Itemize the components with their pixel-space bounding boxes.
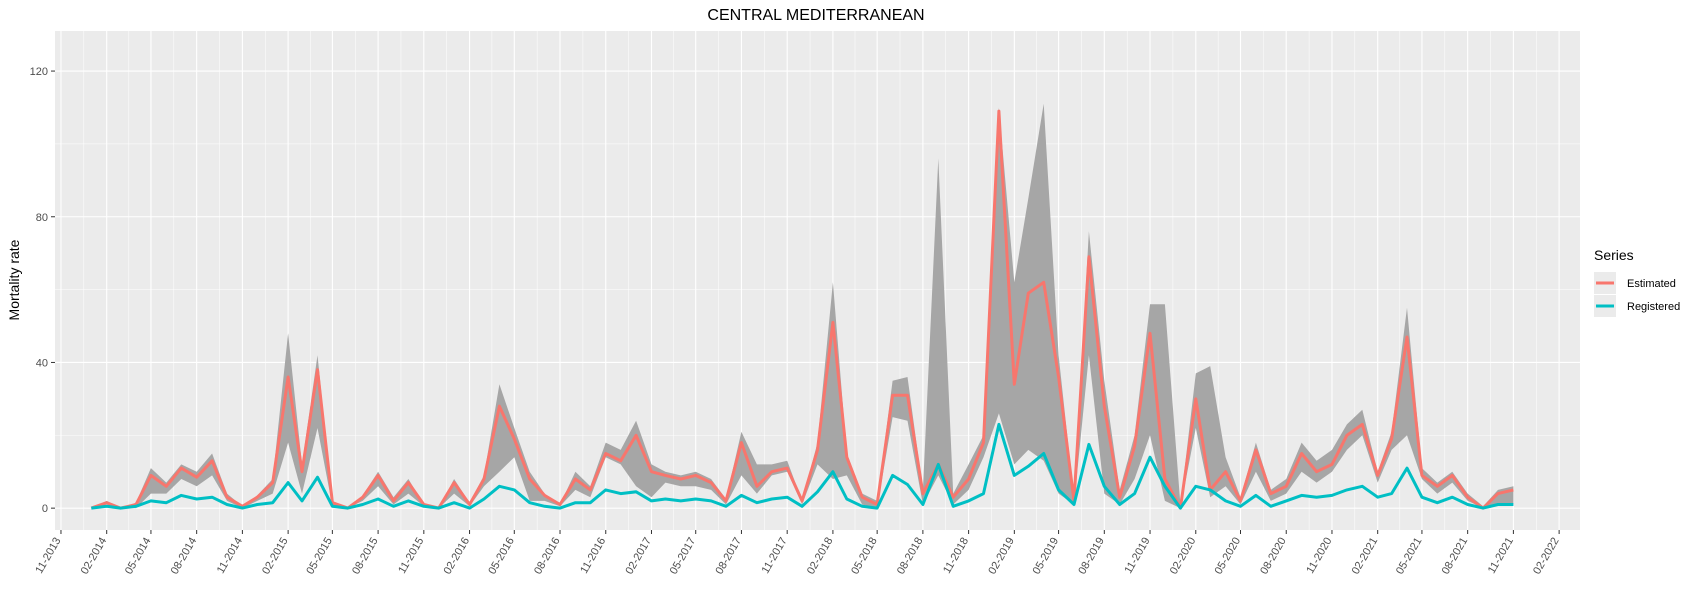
x-tick-label: 08-2019 (1076, 536, 1107, 577)
x-tick-label: 05-2016 (486, 536, 517, 577)
y-tick-label: 120 (30, 66, 48, 78)
x-tick-label: 11-2015 (396, 536, 426, 576)
x-tick-label: 02-2021 (1350, 536, 1381, 577)
x-tick-label: 11-2020 (1304, 536, 1334, 576)
x-tick-label: 02-2018 (805, 536, 836, 577)
x-tick-label: 08-2016 (532, 536, 563, 577)
x-tick-label: 11-2013 (33, 536, 63, 576)
y-tick-label: 40 (36, 357, 48, 369)
x-tick-label: 02-2022 (1531, 536, 1562, 577)
x-tick-label: 08-2018 (895, 536, 926, 577)
x-tick-label: 02-2014 (79, 536, 110, 577)
chart-title: CENTRAL MEDITERRANEAN (707, 7, 924, 24)
x-tick-label: 08-2015 (350, 536, 381, 577)
y-tick-label: 0 (42, 503, 48, 515)
x-tick-label: 11-2019 (1122, 536, 1152, 576)
x-tick-label: 05-2015 (304, 536, 335, 577)
x-axis: 11-2013 02-2014 05-2014 08-2014 11-2014 02-20… (33, 530, 1562, 577)
minor-gridlines (55, 31, 1580, 530)
x-tick-label: 11-2018 (941, 536, 971, 576)
x-tick-label: 05-2014 (123, 536, 154, 577)
series-line-estimated (90, 109, 1514, 510)
legend-title: Series (1594, 247, 1634, 263)
x-tick-label: 11-2021 (1486, 536, 1516, 576)
x-tick-label: 02-2017 (623, 536, 654, 577)
x-tick-label: 11-2017 (760, 536, 790, 576)
x-tick-label: 11-2016 (578, 536, 608, 576)
legend: Series Estimated Registered (1594, 247, 1680, 317)
x-tick-label: 05-2019 (1031, 536, 1062, 577)
x-tick-label: 05-2020 (1213, 536, 1244, 577)
x-tick-label: 08-2020 (1258, 536, 1289, 577)
x-tick-label: 05-2017 (668, 536, 699, 577)
x-tick-label: 02-2016 (442, 536, 473, 577)
y-tick-label: 80 (36, 212, 48, 224)
x-tick-label: 08-2017 (713, 536, 744, 577)
x-tick-label: 02-2019 (986, 536, 1017, 577)
legend-label-registered: Registered (1627, 301, 1680, 313)
series-line-registered (91, 422, 1514, 510)
x-tick-label: 02-2020 (1168, 536, 1199, 577)
x-tick-label: 11-2014 (215, 536, 245, 576)
legend-label-estimated: Estimated (1627, 278, 1676, 290)
x-tick-label: 02-2015 (260, 536, 291, 577)
x-tick-label: 08-2014 (169, 536, 200, 577)
y-axis: 0 40 80 120 (30, 66, 55, 515)
x-tick-label: 05-2018 (849, 536, 880, 577)
major-gridlines (55, 31, 1580, 530)
x-tick-label: 08-2021 (1440, 536, 1471, 577)
series-lines (90, 109, 1514, 510)
y-axis-title: Mortality rate (6, 239, 22, 320)
x-tick-label: 05-2021 (1394, 536, 1425, 577)
